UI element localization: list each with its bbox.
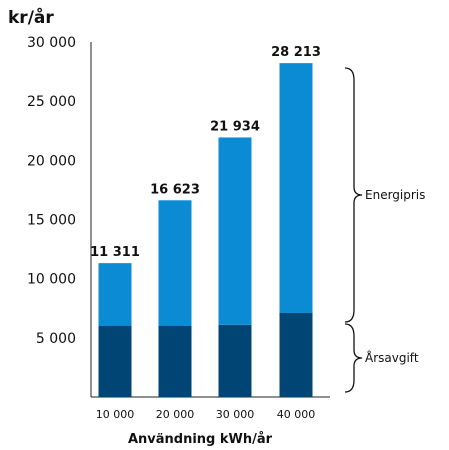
bar-segment--rsavgift: [98, 326, 132, 397]
curly-brace: [344, 67, 363, 323]
bar-total-label: 16 623: [150, 182, 200, 197]
y-tick-label: 25 000: [27, 94, 76, 110]
bar-total-labels: 11 311 16 623 21 934 28 213: [90, 45, 321, 260]
y-tick-label: 5 000: [36, 331, 76, 347]
bar-segment-energipris: [279, 63, 313, 313]
x-axis-title: Användning kWh/år: [128, 432, 273, 447]
series-braces: Energipris Årsavgift: [344, 67, 425, 393]
x-tick-label: 30 000: [216, 408, 255, 421]
bar-segment-energipris: [158, 200, 192, 326]
x-axis-ticks: 10 000 20 000 30 000 40 000: [96, 408, 316, 421]
curly-brace: [344, 323, 363, 393]
bar-segment--rsavgift: [279, 312, 313, 397]
y-axis-ticks: 5 000 10 000 15 000 20 000 25 000 30 000: [27, 35, 76, 347]
x-tick-label: 20 000: [156, 408, 195, 421]
bar-segment--rsavgift: [158, 326, 192, 397]
y-tick-label: 20 000: [27, 153, 76, 169]
y-tick-label: 30 000: [27, 35, 76, 51]
bar-total-label: 28 213: [271, 45, 321, 60]
bar-segment-energipris: [218, 137, 252, 325]
bar-total-label: 11 311: [90, 245, 140, 260]
y-tick-label: 15 000: [27, 213, 76, 229]
bar-segment--rsavgift: [218, 324, 252, 397]
x-tick-label: 40 000: [277, 408, 316, 421]
bar-total-label: 21 934: [210, 119, 260, 134]
brace-label-arsavgift: Årsavgift: [365, 350, 419, 365]
brace-label-energipris: Energipris: [365, 188, 425, 202]
bars-group: [98, 63, 313, 397]
y-axis-title: kr/år: [8, 6, 54, 28]
y-tick-label: 10 000: [27, 272, 76, 288]
x-tick-label: 10 000: [96, 408, 135, 421]
bar-segment-energipris: [98, 263, 132, 326]
